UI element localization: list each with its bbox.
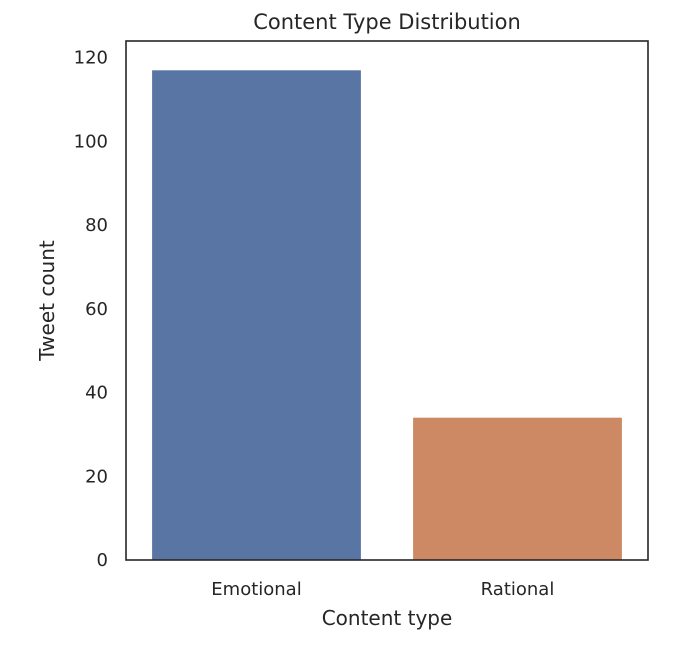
chart-title: Content Type Distribution	[253, 10, 521, 34]
x-tick-label: Rational	[481, 579, 555, 600]
x-tick-label: Emotional	[211, 579, 301, 600]
y-tick-label: 100	[74, 131, 108, 152]
y-tick-label: 60	[85, 299, 108, 320]
x-axis-ticks: Emotional Rational	[211, 579, 554, 600]
bar-emotional	[152, 70, 361, 560]
plot-frame	[125, 40, 649, 561]
bars-group	[152, 70, 622, 560]
y-tick-label: 0	[97, 550, 108, 571]
y-tick-label: 40	[85, 383, 108, 404]
bar-rational	[413, 417, 622, 560]
y-tick-label: 120	[74, 48, 108, 69]
y-axis-ticks: 0 20 40 60 80 100 120	[74, 48, 108, 571]
y-axis-label: Tweet count	[35, 240, 59, 362]
y-tick-label: 20	[85, 466, 108, 487]
y-tick-label: 80	[85, 215, 108, 236]
x-axis-label: Content type	[322, 606, 453, 630]
